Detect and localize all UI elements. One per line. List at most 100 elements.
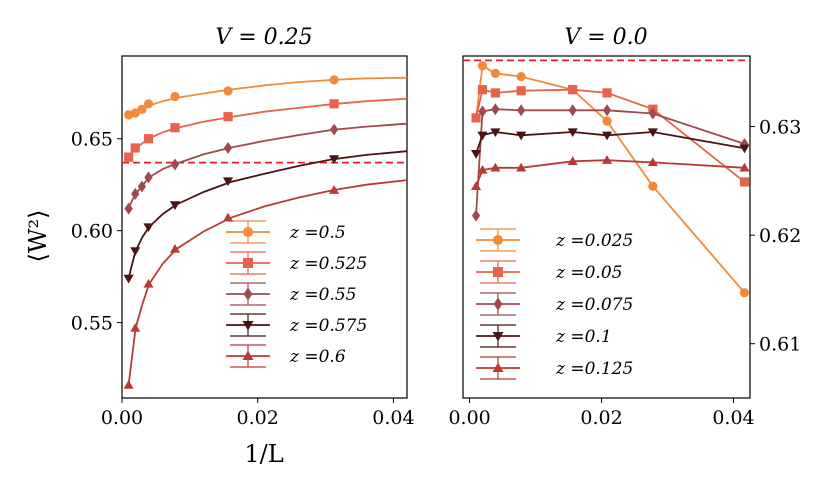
plot-frame-1 [462,55,751,399]
data-point [477,164,488,174]
series-circle [124,75,408,120]
data-point [568,85,578,95]
data-point [490,128,501,138]
data-point [170,158,180,171]
data-point [170,123,180,133]
data-point [648,181,658,191]
data-point [170,91,180,102]
title-left: V = 0.25 [215,25,312,50]
series-line [127,179,408,386]
data-point [124,152,134,162]
data-point [329,123,339,136]
legend-marker [242,350,254,360]
y-tick-label: 0.62 [759,225,801,247]
legend-entry: z =0.075 [476,292,633,316]
series-line [475,159,745,187]
data-point [567,156,578,165]
legend-marker [492,362,504,372]
legend-label: z =0.5 [289,223,346,243]
data-point [328,155,340,165]
legend-marker [243,287,253,301]
data-point [739,177,750,187]
data-point [222,177,234,187]
x-tick-label: 0.02 [580,407,622,429]
y-tick-label: 0.61 [759,334,801,356]
data-point [739,288,750,298]
data-point [169,244,181,253]
legend-marker [493,297,503,311]
data-point [169,201,181,210]
series-square [471,85,750,187]
series-triangle-down [123,150,408,284]
y-tick-label: 0.65 [71,129,113,151]
series-diamond [124,122,408,215]
data-point [470,150,482,159]
y-axis-label-left: ⟨W²⟩ [24,209,52,262]
data-point [601,131,613,141]
data-point [739,162,750,172]
data-point [143,278,154,288]
data-point [328,185,340,194]
data-point [516,72,526,82]
data-point [477,85,488,95]
data-point [601,155,613,164]
y-tick-label: 0.63 [759,117,801,139]
series-square [124,97,408,162]
x-tick-label: 0.00 [448,407,490,429]
legend-marker [492,332,504,342]
legend-entry: z =0.1 [476,324,612,348]
data-point [222,212,234,222]
y-tick-label: 0.55 [71,313,113,335]
legend-label: z =0.075 [555,295,633,315]
legend-marker [493,267,503,277]
legend-label: z =0.125 [555,359,633,379]
data-point [568,104,577,117]
legend-marker [493,235,503,245]
data-point [516,131,527,141]
data-point [470,181,482,190]
data-point [124,202,133,215]
legend-entry: z =0.5 [226,220,346,244]
series-line [128,76,408,116]
x-axis-label-left: 1/L [244,440,283,468]
data-point [516,162,527,172]
series-diamond [471,103,749,222]
legend-label: z =0.55 [289,285,356,305]
series-line [475,64,746,294]
data-point [602,116,612,126]
data-point [471,113,481,123]
data-point [143,223,154,233]
legend-label: z =0.1 [555,327,612,347]
legend-entry: z =0.025 [476,228,633,252]
x-tick-label: 0.04 [712,407,754,429]
data-point [517,104,526,117]
data-point [137,104,147,114]
legend-entry: z =0.525 [226,251,367,275]
x-tick-label: 0.02 [237,407,279,429]
legend-entry: z =0.05 [476,260,622,284]
legend-label: z =0.525 [289,254,367,274]
title-right: V = 0.0 [564,25,647,50]
legend-label: z =0.6 [289,347,346,367]
data-point [567,128,578,138]
data-point [130,143,140,153]
x-tick-label: 0.04 [372,407,414,429]
data-point [477,61,488,71]
y-tick-label: 0.60 [71,221,113,243]
data-point [648,107,658,120]
data-point [516,86,526,96]
legend-entry: z =0.55 [226,282,356,306]
legend-marker [243,258,253,268]
data-point [471,209,481,222]
series-triangle-down [470,128,750,159]
data-point [477,131,488,141]
data-point [739,144,750,154]
data-point [491,103,500,116]
series-line [127,122,408,209]
series-triangle-up [470,155,750,190]
data-point [223,86,233,96]
data-point [490,162,501,172]
legend-marker [243,227,253,237]
plot-frame-0 [121,55,408,399]
